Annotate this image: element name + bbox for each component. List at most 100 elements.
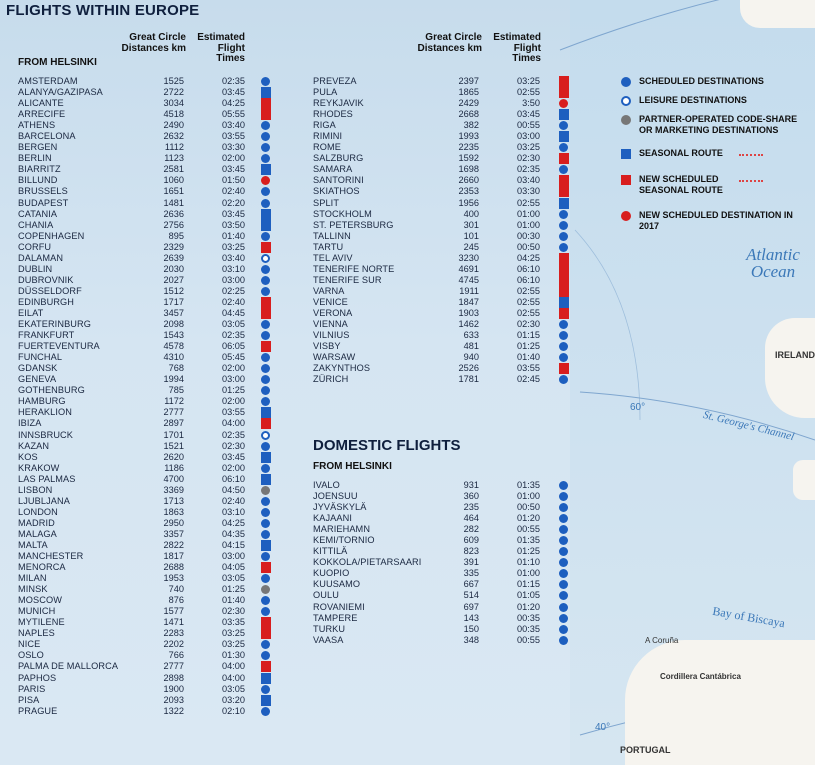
new-seasonal-marker-icon bbox=[559, 307, 569, 319]
new-dest-marker-icon bbox=[559, 99, 568, 109]
destination-flight-time: 00:55 bbox=[517, 120, 540, 131]
destination-city: Billund bbox=[18, 175, 58, 186]
destination-row-ljubljana: Ljubljana 1713 02:40 bbox=[18, 496, 278, 507]
destination-row-vienna: Vienna 1462 02:30 bbox=[313, 319, 573, 330]
destination-city: Dalaman bbox=[18, 252, 64, 263]
destination-city: Amsterdam bbox=[18, 76, 78, 86]
destination-flight-time: 05:55 bbox=[222, 109, 245, 120]
scheduled-marker-icon bbox=[559, 569, 568, 579]
seasonal-marker-icon bbox=[261, 694, 271, 706]
destination-distance: 2897 bbox=[163, 418, 184, 429]
destination-city: Ivalo bbox=[313, 480, 340, 490]
scheduled-marker-icon bbox=[559, 121, 568, 131]
destination-distance: 2668 bbox=[458, 109, 479, 120]
destination-distance: 382 bbox=[463, 120, 479, 131]
destination-row-arrecife: Arrecife 4518 05:55 bbox=[18, 109, 278, 121]
destination-city: Paphos bbox=[18, 672, 57, 683]
destination-row-copenhagen: Copenhagen 895 01:40 bbox=[18, 231, 278, 242]
destination-row-vilnius: Vilnius 633 01:15 bbox=[313, 330, 573, 341]
scheduled-marker-icon bbox=[261, 706, 270, 716]
destination-city: Copenhagen bbox=[18, 230, 85, 241]
destination-flight-time: 01:40 bbox=[517, 352, 540, 363]
destination-row-kokkola-pietarsaari: Kokkola/Pietarsaari 391 01:10 bbox=[313, 557, 573, 568]
destination-city: Moscow bbox=[18, 595, 62, 606]
new-seasonal-marker-icon bbox=[261, 296, 271, 308]
destination-flight-time: 03:25 bbox=[222, 628, 245, 639]
scheduled-marker-icon bbox=[261, 132, 270, 142]
destination-distance: 3034 bbox=[163, 98, 184, 109]
destination-flight-time: 06:10 bbox=[222, 473, 245, 484]
destination-row-santorini: Santorini 2660 03:40 bbox=[313, 175, 573, 187]
destination-row-gothenburg: Gothenburg 785 01:25 bbox=[18, 385, 278, 396]
destination-flight-time: 04:00 bbox=[222, 672, 245, 683]
destination-row-edinburgh: Edinburgh 1717 02:40 bbox=[18, 296, 278, 308]
destination-city: Verona bbox=[313, 307, 353, 318]
destination-row-dubrovnik: Dubrovnik 2027 03:00 bbox=[18, 275, 278, 286]
destination-flight-time: 02:40 bbox=[222, 495, 245, 506]
destination-flight-time: 03:00 bbox=[517, 131, 540, 142]
destination-flight-time: 02:25 bbox=[222, 285, 245, 296]
new-seasonal-marker-icon bbox=[261, 661, 271, 673]
scheduled-marker-icon bbox=[261, 684, 270, 694]
destination-distance: 143 bbox=[463, 612, 479, 623]
destination-flight-time: 04:00 bbox=[222, 418, 245, 429]
destination-city: Mytilene bbox=[18, 617, 65, 628]
destination-flight-time: 04:05 bbox=[222, 562, 245, 573]
destination-flight-time: 04:25 bbox=[222, 98, 245, 109]
destination-distance: 1717 bbox=[163, 296, 184, 307]
map-lat-60: 60° bbox=[630, 402, 646, 413]
destination-row-zakynthos: Zakynthos 2526 03:55 bbox=[313, 363, 573, 375]
scheduled-legend-icon bbox=[621, 77, 631, 87]
destination-row-tenerife-sur: Tenerife Sur 4745 06:10 bbox=[313, 274, 573, 286]
seasonal-marker-icon bbox=[559, 131, 569, 143]
destination-distance: 2756 bbox=[163, 219, 184, 230]
destination-distance: 2660 bbox=[458, 175, 479, 186]
new-seasonal-marker-icon bbox=[559, 363, 569, 375]
destination-row-lisbon: Lisbon 3369 04:50 bbox=[18, 485, 278, 496]
destination-distance: 2329 bbox=[163, 241, 184, 252]
destination-flight-time: 01:00 bbox=[517, 491, 540, 502]
destination-row-ibiza: Ibiza 2897 04:00 bbox=[18, 418, 278, 430]
destination-distance: 1847 bbox=[458, 296, 479, 307]
scheduled-marker-icon bbox=[261, 596, 270, 606]
destination-row-berlin: Berlin 1123 02:00 bbox=[18, 153, 278, 164]
destination-row-visby: Visby 481 01:25 bbox=[313, 341, 573, 352]
legend-label: Partner-operated code-share or marketing… bbox=[639, 114, 798, 135]
domestic-title: DOMESTIC FLIGHTS bbox=[313, 437, 461, 454]
destination-flight-time: 03:45 bbox=[517, 109, 540, 120]
destination-row-dublin: Dublin 2030 03:10 bbox=[18, 264, 278, 275]
seasonal-marker-icon bbox=[261, 87, 271, 99]
destination-row-skiathos: Skiathos 2353 03:30 bbox=[313, 186, 573, 198]
destination-distance: 245 bbox=[463, 241, 479, 252]
scheduled-marker-icon bbox=[559, 143, 568, 153]
destination-row-malaga: Malaga 3357 04:35 bbox=[18, 529, 278, 540]
destination-city: Alanya/Gazipasa bbox=[18, 87, 103, 98]
scheduled-marker-icon bbox=[559, 165, 568, 175]
map-ireland-land bbox=[765, 318, 815, 418]
destination-distance: 1651 bbox=[163, 186, 184, 197]
destination-distance: 1471 bbox=[163, 617, 184, 628]
destination-distance: 2636 bbox=[163, 208, 184, 219]
new-seasonal-marker-icon bbox=[261, 617, 271, 629]
destination-distance: 1953 bbox=[163, 573, 184, 584]
destination-city: Kos bbox=[18, 451, 38, 462]
destination-city: Gdansk bbox=[18, 363, 58, 374]
scheduled-marker-icon bbox=[261, 552, 270, 562]
destination-city: Riga bbox=[313, 120, 336, 131]
destination-flight-time: 03:00 bbox=[222, 274, 245, 285]
destination-distance: 1900 bbox=[163, 683, 184, 694]
seasonal-marker-icon bbox=[559, 109, 569, 121]
new-dest-legend-icon bbox=[621, 211, 631, 221]
destination-distance: 1172 bbox=[164, 396, 184, 407]
destination-flight-time: 03:45 bbox=[222, 164, 245, 175]
destination-flight-time: 01:40 bbox=[222, 595, 245, 606]
europe-list-left: Amsterdam 1525 02:35 Alanya/Gazipasa 2722 03:… bbox=[18, 76, 278, 717]
destination-city: Salzburg bbox=[313, 153, 364, 164]
destination-city: Hamburg bbox=[18, 396, 66, 407]
destination-flight-time: 02:35 bbox=[222, 330, 245, 341]
destination-flight-time: 03:35 bbox=[222, 617, 245, 628]
destination-distance: 876 bbox=[168, 595, 184, 606]
destination-row-vaasa: Vaasa 348 00:55 bbox=[313, 635, 573, 646]
destination-row-barcelona: Barcelona 2632 03:55 bbox=[18, 131, 278, 142]
destination-row-rimini: Rimini 1993 03:00 bbox=[313, 131, 573, 143]
